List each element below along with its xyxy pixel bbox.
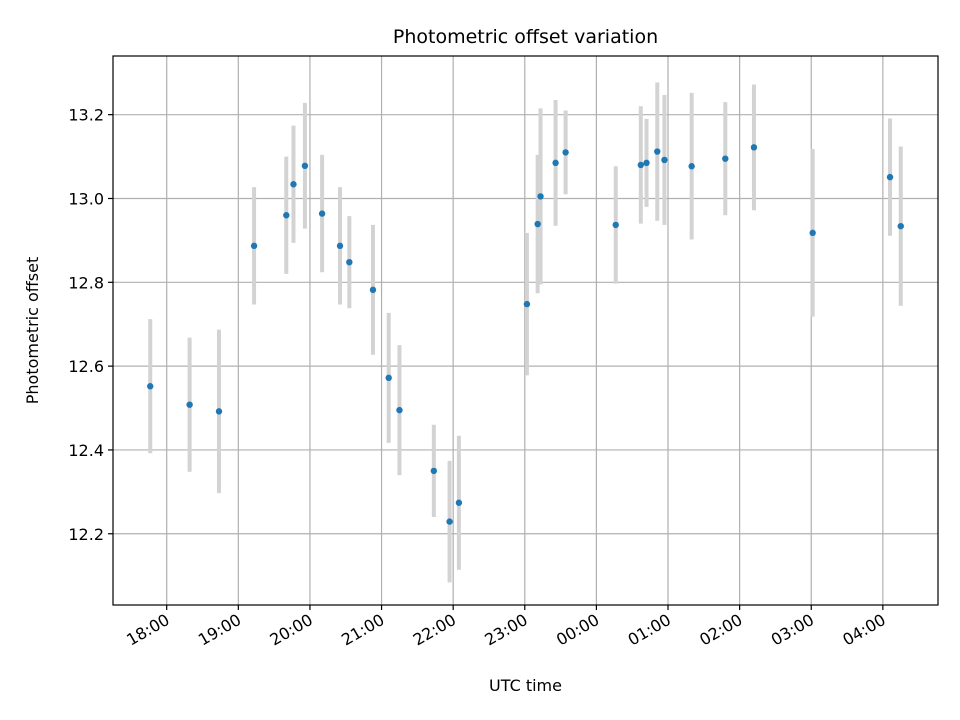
- y-tick-label: 13.0: [68, 189, 104, 208]
- data-point: [290, 181, 297, 188]
- axes-frame: [112, 55, 939, 606]
- data-point: [186, 401, 193, 408]
- data-point: [336, 242, 344, 250]
- y-axis-label: Photometric offset: [23, 257, 42, 405]
- data-point: [534, 220, 541, 228]
- point-layer: [147, 144, 904, 525]
- y-tick-label: 12.2: [68, 525, 104, 544]
- data-point: [722, 155, 729, 162]
- y-tick-label: 12.8: [68, 273, 104, 292]
- data-point: [369, 286, 377, 294]
- data-point: [346, 258, 353, 266]
- data-point: [688, 163, 695, 170]
- data-point: [654, 148, 661, 155]
- data-point: [637, 161, 644, 169]
- data-point: [318, 210, 326, 217]
- y-tick-label: 12.4: [68, 441, 104, 460]
- data-point: [809, 229, 816, 237]
- data-point: [446, 518, 453, 525]
- data-point: [301, 162, 309, 169]
- data-point: [661, 156, 668, 164]
- y-tick-label: 12.6: [68, 357, 104, 376]
- data-point: [523, 300, 531, 308]
- data-point: [750, 144, 758, 151]
- data-point: [612, 221, 619, 229]
- data-point: [643, 159, 650, 167]
- data-point: [215, 408, 223, 415]
- data-point: [250, 242, 258, 250]
- data-point: [455, 499, 463, 506]
- x-axis-label: UTC time: [489, 676, 562, 695]
- data-point: [147, 383, 154, 390]
- data-point: [886, 173, 894, 181]
- data-point: [283, 212, 290, 219]
- data-point: [537, 193, 544, 200]
- data-point: [385, 374, 392, 382]
- data-point: [430, 467, 438, 475]
- y-tick-label: 13.2: [68, 106, 104, 125]
- chart-title: Photometric offset variation: [393, 26, 658, 48]
- data-point: [552, 159, 559, 167]
- data-point: [562, 149, 569, 156]
- data-point: [897, 222, 904, 230]
- data-point: [396, 406, 403, 414]
